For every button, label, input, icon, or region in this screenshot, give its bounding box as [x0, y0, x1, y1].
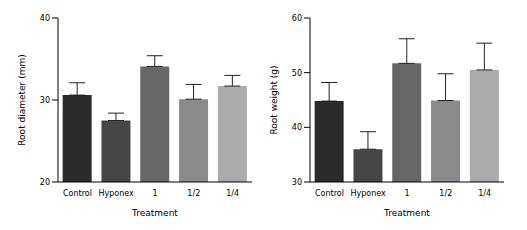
svg-text:30: 30: [292, 178, 302, 187]
svg-text:1/2: 1/2: [187, 189, 200, 198]
svg-text:1/4: 1/4: [478, 189, 491, 198]
svg-text:1/2: 1/2: [439, 189, 452, 198]
svg-text:20: 20: [40, 178, 50, 187]
svg-text:Control: Control: [315, 189, 344, 198]
svg-text:Hyponex: Hyponex: [351, 189, 387, 198]
svg-text:Treatment: Treatment: [383, 208, 430, 218]
svg-text:60: 60: [292, 14, 302, 23]
svg-text:1/4: 1/4: [226, 189, 239, 198]
svg-text:1: 1: [404, 189, 409, 198]
svg-text:40: 40: [40, 14, 50, 23]
svg-text:1: 1: [152, 189, 157, 198]
svg-text:Control: Control: [63, 189, 92, 198]
svg-text:Root weight (g): Root weight (g): [269, 65, 279, 134]
svg-text:Hyponex: Hyponex: [99, 189, 135, 198]
svg-text:Root diameter (mm): Root diameter (mm): [17, 54, 27, 145]
svg-text:30: 30: [40, 96, 50, 105]
svg-text:Treatment: Treatment: [131, 208, 178, 218]
svg-text:50: 50: [292, 69, 302, 78]
svg-text:40: 40: [292, 123, 302, 132]
